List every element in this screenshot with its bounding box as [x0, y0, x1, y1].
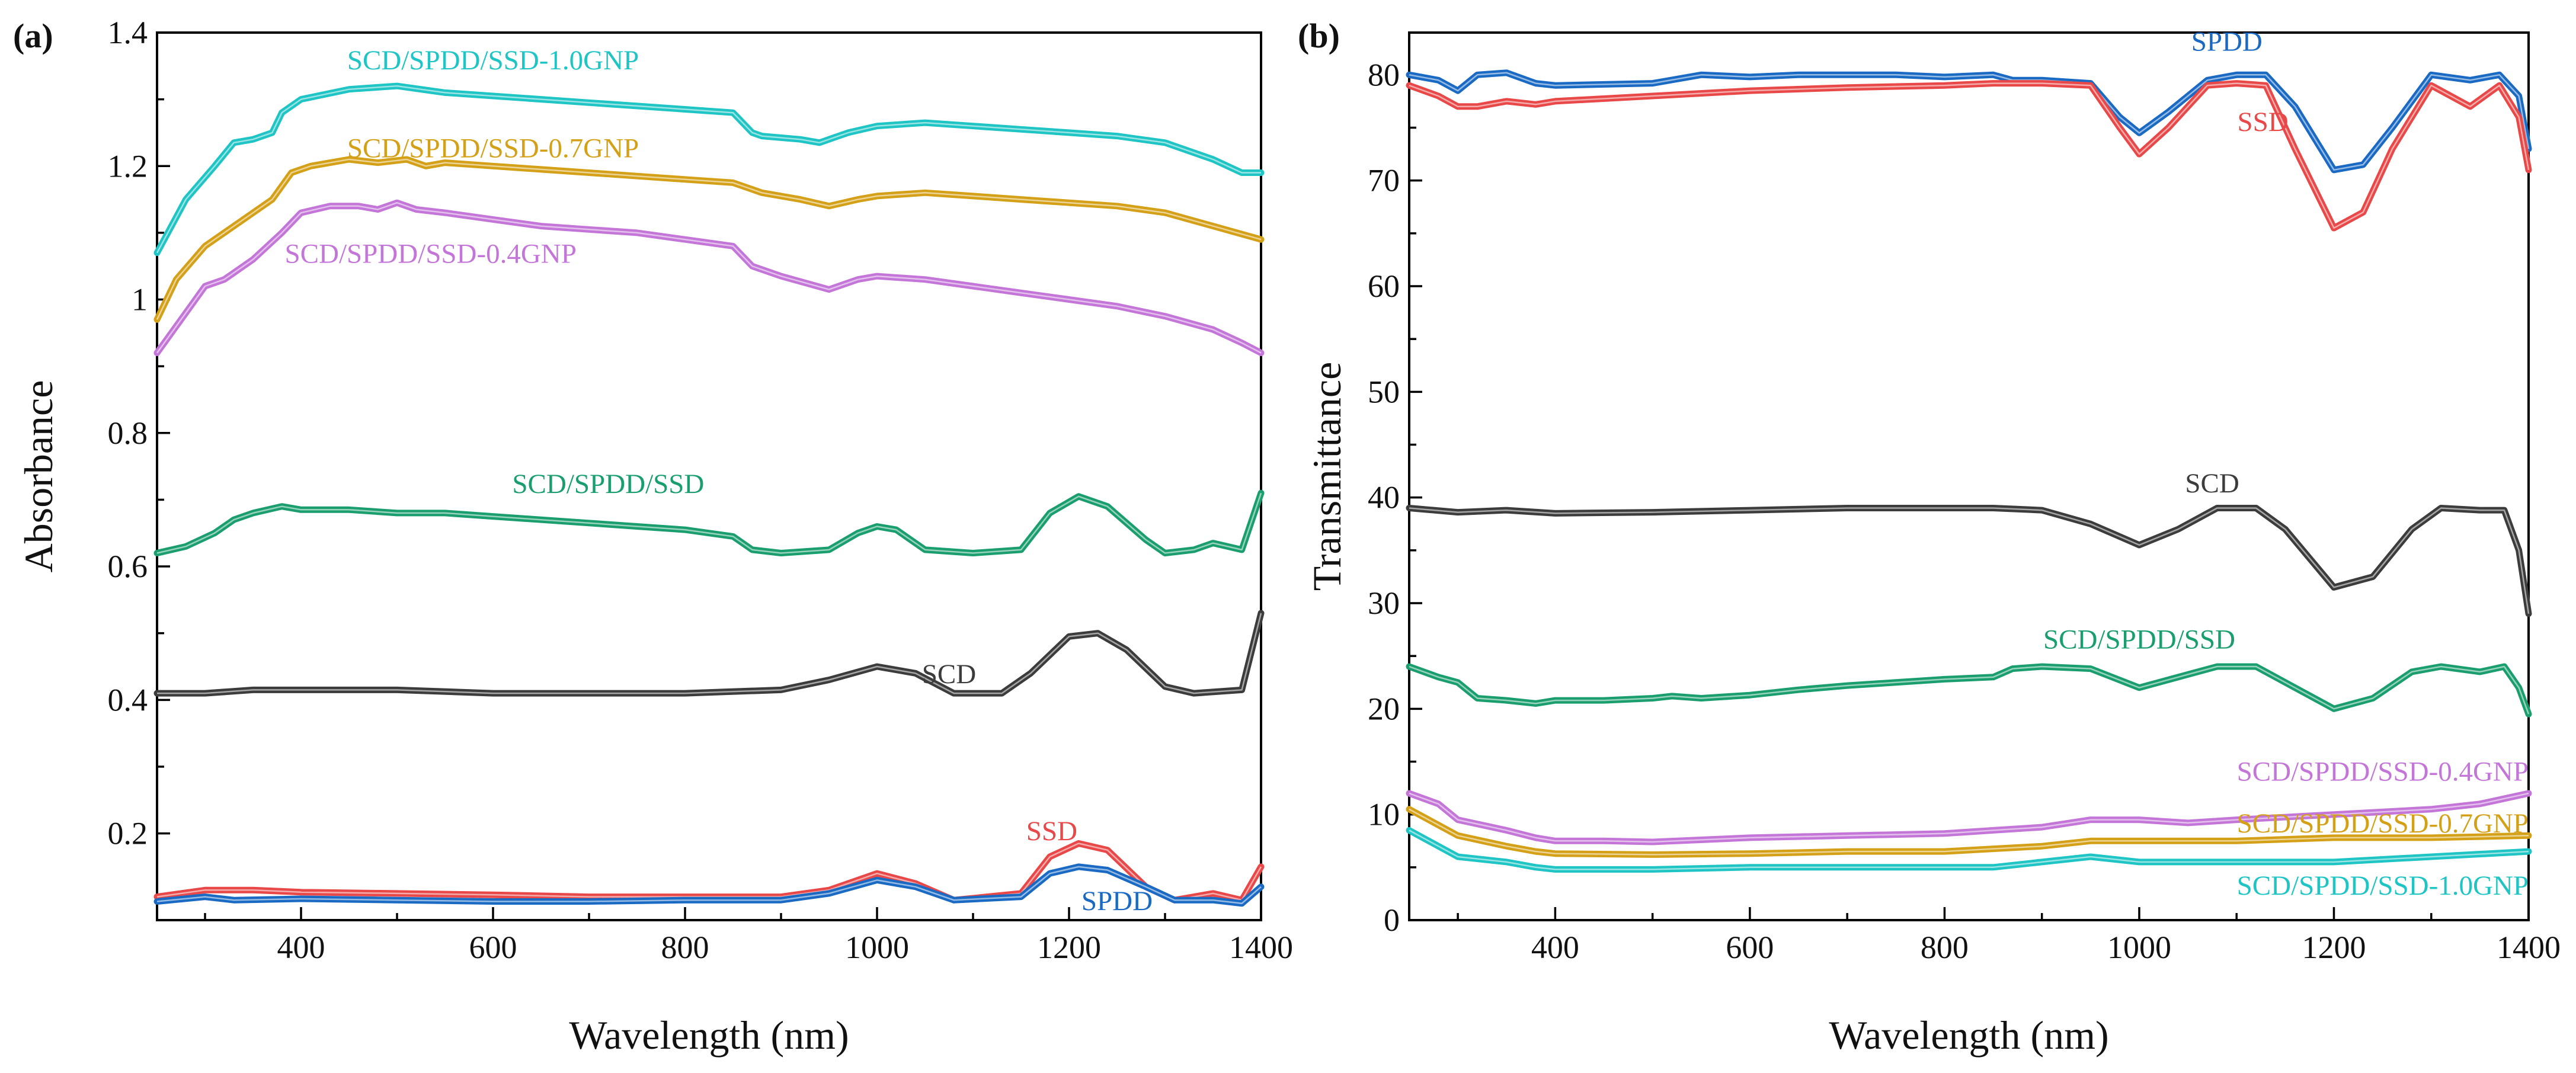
series-line-highlight [156, 866, 1262, 905]
series-line-highlight [1409, 792, 2529, 843]
series-line-scd [1406, 505, 2532, 617]
series-label-scd-spdd-ssd-1-0gnp: SCD/SPDD/SSD-1.0GNP [2237, 870, 2529, 901]
series-label-scd-spdd-ssd-1-0gnp: SCD/SPDD/SSD-1.0GNP [347, 45, 639, 76]
series-label-scd-spdd-ssd: SCD/SPDD/SSD [512, 469, 704, 499]
y-tick-label: 0 [1384, 902, 1400, 938]
panel-b-transmittance: 400 600 800 1000 1200 1400 0 10 20 30 40 50 60 70 80 Wa… [1298, 17, 2561, 1058]
x-tick-label: 1400 [1229, 930, 1293, 965]
series-line-highlight [1409, 507, 2530, 614]
series-line-scd-spdd-ssd-0-4gnp [153, 199, 1265, 357]
series-line-highlight [1409, 665, 2530, 715]
y-tick-label: 1.2 [108, 148, 148, 184]
series-label-scd-spdd-ssd-0-4gnp: SCD/SPDD/SSD-0.4GNP [285, 239, 577, 270]
panel-label: (a) [13, 17, 53, 55]
series-scd-spdd-ssd-0-7gnp: SCD/SPDD/SSD-0.7GNP [1406, 806, 2532, 858]
series-scd-spdd-ssd: SCD/SPDD/SSD [1406, 624, 2532, 718]
series-spdd: SPDD [153, 863, 1265, 917]
x-tick-label: 1200 [1037, 930, 1101, 965]
series-line-highlight [1409, 808, 2529, 856]
series-label-scd: SCD [2185, 468, 2239, 499]
x-tick-label: 800 [1921, 930, 1969, 965]
y-axis-title: Absorbance [16, 380, 61, 573]
series-line-highlight [156, 201, 1262, 354]
series-line-scd [153, 610, 1265, 697]
series-label-scd-spdd-ssd-0-7gnp: SCD/SPDD/SSD-0.7GNP [2237, 808, 2529, 839]
series-line-highlight [1409, 82, 2530, 229]
x-axis-title: Wavelength (nm) [1829, 1013, 2108, 1058]
y-tick-label: 30 [1368, 585, 1400, 621]
y-tick-label: 1 [132, 282, 148, 318]
series-scd: SCD [1406, 468, 2532, 617]
x-tick-label: 600 [469, 930, 517, 965]
plot-frame [1408, 31, 2530, 921]
series-scd: SCD [153, 610, 1265, 697]
series-line-highlight [156, 85, 1261, 254]
series-line-highlight [156, 158, 1262, 320]
series-scd-spdd-ssd-1-0gnp: SCD/SPDD/SSD-1.0GNP [1406, 827, 2532, 901]
series-scd-spdd-ssd-0-7gnp: SCD/SPDD/SSD-0.7GNP [153, 133, 1265, 323]
panel-a-absorbance: 400 600 800 1000 1200 1400 0.2 0.4 0.6 0.8 1 1.2 1.4… [13, 15, 1293, 1058]
x-tick-label: 800 [661, 930, 709, 965]
plot-frame [156, 31, 1262, 921]
x-tick-label: 1000 [2107, 930, 2171, 965]
y-tick-label: 80 [1368, 57, 1400, 92]
series-line-highlight [1409, 829, 2529, 870]
x-tick-label: 1000 [845, 930, 909, 965]
series-scd-spdd-ssd-0-4gnp: SCD/SPDD/SSD-0.4GNP [1406, 757, 2532, 845]
y-tick-label: 50 [1368, 374, 1400, 409]
series-line-highlight [156, 492, 1262, 554]
series-label-scd-spdd-ssd-0-4gnp: SCD/SPDD/SSD-0.4GNP [2237, 757, 2529, 787]
series-label-ssd: SSD [2237, 107, 2288, 137]
series-scd-spdd-ssd-0-4gnp: SCD/SPDD/SSD-0.4GNP [153, 199, 1265, 357]
series-line-ssd [1406, 80, 2532, 232]
y-tick-label: 1.4 [108, 15, 148, 50]
x-tick-label: 600 [1726, 930, 1774, 965]
series-scd-spdd-ssd-1-0gnp: SCD/SPDD/SSD-1.0GNP [153, 45, 1265, 257]
x-axis-title: Wavelength (nm) [569, 1013, 849, 1058]
y-tick-label: 0.8 [108, 415, 148, 451]
y-tick-label: 60 [1368, 268, 1400, 304]
series-label-spdd: SPDD [1081, 886, 1153, 917]
series-label-ssd: SSD [1026, 816, 1077, 847]
x-tick-label: 1400 [2497, 930, 2561, 965]
series-label-scd: SCD [922, 659, 976, 690]
y-tick-label: 70 [1368, 163, 1400, 198]
x-tick-label: 400 [277, 930, 325, 965]
y-tick-label: 40 [1368, 480, 1400, 515]
x-tick-label: 400 [1531, 930, 1579, 965]
y-tick-label: 0.2 [108, 816, 148, 851]
y-tick-label: 0.4 [108, 682, 148, 718]
x-tick-label: 1200 [2302, 930, 2366, 965]
panel-label: (b) [1298, 17, 1340, 55]
series-scd-spdd-ssd: SCD/SPDD/SSD [153, 469, 1265, 556]
y-axis-title: Transmittance [1304, 362, 1349, 591]
series-line-scd-spdd-ssd [1406, 663, 2532, 718]
series-ssd: SSD [1406, 80, 2532, 232]
series-label-scd-spdd-ssd-0-7gnp: SCD/SPDD/SSD-0.7GNP [347, 133, 639, 164]
series-line-highlight [157, 613, 1262, 694]
series-label-scd-spdd-ssd: SCD/SPDD/SSD [2043, 624, 2235, 655]
y-tick-label: 20 [1368, 691, 1400, 726]
y-tick-label: 10 [1368, 797, 1400, 832]
series-label-spdd: SPDD [2191, 26, 2263, 57]
y-tick-label: 0.6 [108, 549, 148, 584]
